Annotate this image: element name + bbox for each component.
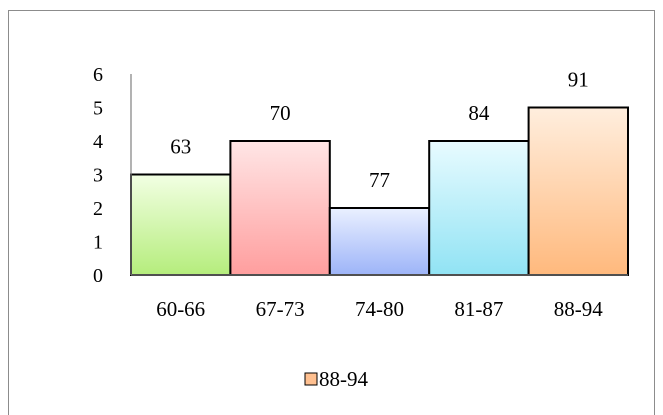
x-tick-label: 60-66 bbox=[156, 297, 205, 321]
bar-67-73 bbox=[229, 140, 331, 276]
data-label: 91 bbox=[568, 68, 589, 92]
legend-swatch bbox=[304, 372, 318, 386]
data-label: 77 bbox=[369, 168, 390, 192]
legend-label: 88-94 bbox=[319, 367, 368, 391]
x-tick-label: 67-73 bbox=[256, 297, 305, 321]
data-label: 84 bbox=[468, 101, 490, 125]
y-tick-label: 4 bbox=[93, 131, 103, 153]
x-tick-label: 81-87 bbox=[454, 297, 503, 321]
y-tick-label: 0 bbox=[93, 265, 103, 287]
bar-88-94 bbox=[527, 106, 629, 276]
data-label: 63 bbox=[170, 135, 191, 159]
bar-74-80 bbox=[328, 207, 431, 276]
y-tick-label: 1 bbox=[93, 232, 103, 254]
y-tick-labels: 0 1 2 3 4 5 6 bbox=[93, 64, 103, 287]
y-tick-label: 3 bbox=[93, 165, 103, 187]
x-tick-label: 88-94 bbox=[554, 297, 603, 321]
legend: 88-94 bbox=[304, 367, 368, 391]
y-tick-label: 6 bbox=[93, 64, 103, 86]
bar-60-66 bbox=[130, 173, 232, 276]
bar-81-87 bbox=[428, 140, 530, 276]
x-tick-labels: 60-66 67-73 74-80 81-87 88-94 bbox=[156, 297, 603, 321]
y-tick-label: 2 bbox=[93, 198, 103, 220]
data-label: 70 bbox=[270, 101, 291, 125]
x-tick-label: 74-80 bbox=[355, 297, 404, 321]
y-tick-label: 5 bbox=[93, 98, 103, 120]
data-labels: 63 70 77 84 91 bbox=[170, 68, 589, 193]
